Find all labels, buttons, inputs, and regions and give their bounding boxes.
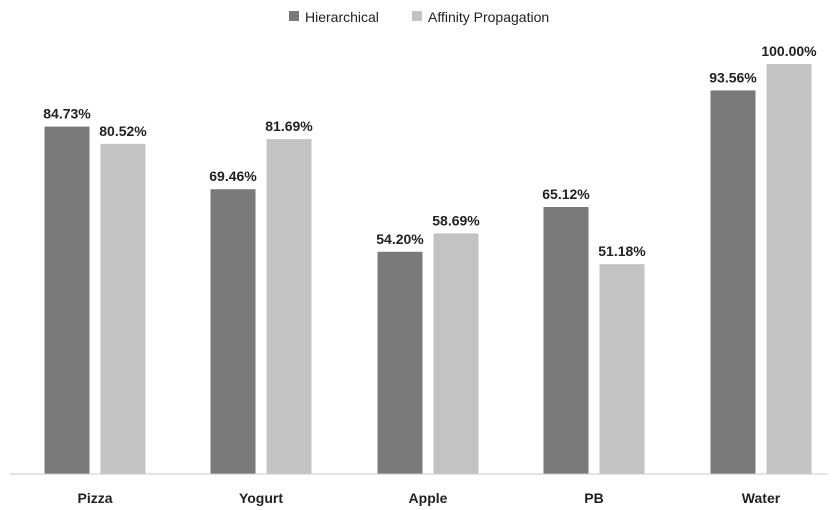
value-label-pb-hierarchical: 65.12% xyxy=(542,186,590,202)
value-label-water-affinity-propagation: 100.00% xyxy=(761,43,817,59)
category-label-apple: Apple xyxy=(409,490,448,506)
bar-water-affinity-propagation xyxy=(766,64,812,474)
bars-group xyxy=(44,64,812,475)
value-label-apple-affinity-propagation: 58.69% xyxy=(432,212,480,228)
legend-label-affinity-propagation: Affinity Propagation xyxy=(428,9,549,25)
bar-pb-hierarchical xyxy=(543,207,589,474)
category-label-water: Water xyxy=(742,490,781,506)
value-label-water-hierarchical: 93.56% xyxy=(709,69,757,85)
legend-label-hierarchical: Hierarchical xyxy=(305,9,379,25)
bar-yogurt-hierarchical xyxy=(210,189,256,475)
bar-pizza-hierarchical xyxy=(44,126,90,475)
bar-pizza-affinity-propagation xyxy=(100,143,146,475)
value-label-apple-hierarchical: 54.20% xyxy=(376,231,424,247)
legend-swatch-affinity-propagation xyxy=(412,11,422,21)
bar-water-hierarchical xyxy=(710,90,756,475)
value-label-pb-affinity-propagation: 51.18% xyxy=(598,243,646,259)
bar-apple-affinity-propagation xyxy=(433,233,479,474)
bar-pb-affinity-propagation xyxy=(599,264,645,474)
legend-swatch-hierarchical xyxy=(289,11,299,21)
category-labels-group: Pizza Yogurt Apple PB Water xyxy=(77,490,780,506)
category-label-pizza: Pizza xyxy=(77,490,112,506)
value-label-pizza-hierarchical: 84.73% xyxy=(43,106,91,122)
legend: Hierarchical Affinity Propagation xyxy=(289,9,549,25)
bar-yogurt-affinity-propagation xyxy=(266,139,312,475)
bar-apple-hierarchical xyxy=(377,251,423,474)
value-label-pizza-affinity-propagation: 80.52% xyxy=(99,123,147,139)
category-label-yogurt: Yogurt xyxy=(239,490,283,506)
value-labels-group: 84.73% 80.52% 69.46% 81.69% 54.20% 58.69% 65.1… xyxy=(43,43,817,259)
category-label-pb: PB xyxy=(584,490,603,506)
value-label-yogurt-affinity-propagation: 81.69% xyxy=(265,118,313,134)
value-label-yogurt-hierarchical: 69.46% xyxy=(209,168,257,184)
